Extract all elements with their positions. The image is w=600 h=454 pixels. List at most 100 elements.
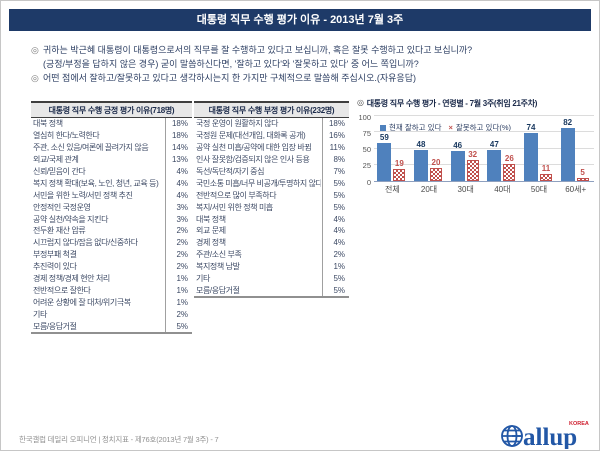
row-value: 2%: [322, 248, 349, 261]
logo-region-label: KOREA: [569, 421, 589, 427]
row-value: 1%: [165, 296, 192, 309]
gridline: [374, 115, 594, 116]
bar-value-label: 47: [489, 140, 499, 150]
table-row: 열심히 한다/노력한다 18%: [31, 129, 192, 142]
report-title: 대통령 직무 수행 평가 이유 - 2013년 7월 3주: [196, 14, 404, 26]
table-row: 국정원 문제(대선개입, 대화록 공개) 16%: [194, 129, 349, 142]
table-row: 시끄럽지 않다/잡음 없다/신중하다 2%: [31, 236, 192, 249]
row-value: 2%: [165, 236, 192, 249]
row-label: 외교 문제: [196, 226, 226, 236]
y-axis-tick-label: 25: [362, 161, 371, 171]
y-axis-tick-label: 0: [366, 177, 371, 187]
legend-cross-icon: ×: [448, 123, 453, 132]
table-row: 전두환 재산 압류 2%: [31, 225, 192, 237]
gridline: [374, 147, 594, 149]
row-label: 복지정책 남발: [196, 262, 240, 272]
bar-positive: [524, 132, 538, 181]
row-label: 기타: [196, 274, 210, 284]
negative-reasons-table: 대통령 직무 수행 부정 평가 이유(232명) 국정 운영이 원활하지 않다 1…: [194, 101, 349, 299]
row-value: 5%: [322, 201, 349, 214]
table-row: 공약 실천/약속을 지킨다 3%: [31, 213, 192, 226]
bar-value-label: 19: [394, 158, 404, 168]
table-row: 국정 운영이 원활하지 않다 18%: [194, 118, 349, 130]
legend-label-positive: 현재 잘하고 있다: [389, 123, 442, 132]
footer-note: 한국갤럽 데일리 오피니언 | 정치지표 - 제76호(2013년 7월 3주)…: [19, 435, 219, 444]
x-axis-category-label: 60세+: [565, 185, 587, 194]
y-axis-tick-label: 50: [362, 145, 371, 154]
table-row: 모름/응답거절 5%: [194, 284, 349, 297]
gridline: [374, 163, 594, 165]
globe-icon: [501, 425, 523, 447]
bar-positive: [487, 150, 502, 181]
bar-value-label: 32: [468, 150, 478, 160]
x-axis-category-label: 50대: [530, 185, 548, 194]
question-line-1: ◎ 귀하는 박근혜 대통령이 대통령으로서의 직무를 잘 수행하고 있다고 보십…: [31, 43, 571, 57]
row-label: 전두환 재산 압류: [33, 226, 86, 236]
bar-value-label: 82: [563, 117, 573, 127]
table-row: 외교/국제 관계 13%: [31, 153, 192, 166]
row-label: 서민을 위한 노력/서민 정책 추진: [33, 190, 133, 200]
x-axis-category-label: 20대: [420, 185, 438, 194]
row-value: 2%: [165, 248, 192, 261]
question-text-2: (긍정/부정을 답하지 않은 경우) 굳이 말씀하신다면, '잘하고 있다'와 …: [43, 59, 419, 69]
bar-value-label: 59: [379, 132, 389, 142]
chart-plot: 현재 잘하고 있다 × 잘못하고 있다(%) 0 25 50 75 100 59 19 48 2…: [358, 113, 594, 187]
row-label: 모름/응답거절: [33, 321, 77, 331]
bar-value-label: 74: [526, 122, 536, 132]
row-label: 신뢰/믿음이 간다: [33, 167, 86, 176]
row-value: 16%: [322, 129, 349, 142]
negative-table-title: 대통령 직무 수행 부정 평가 이유(232명): [194, 101, 349, 118]
question-text-3: 어떤 점에서 잘하고/잘못하고 있다고 생각하시는지 한 가지만 구체적으로 말…: [43, 73, 416, 83]
row-value: 8%: [322, 153, 349, 166]
question-text-1: 귀하는 박근혜 대통령이 대통령으로서의 직무를 잘 수행하고 있다고 보십니까…: [43, 45, 473, 55]
bar-positive: [450, 151, 465, 181]
table-row: 서민을 위한 노력/서민 정책 추진 4%: [31, 189, 192, 202]
row-label: 경제 정책/경제 현안 처리: [33, 274, 110, 284]
row-label: 인사 잘못함/검증되지 않은 인사 등용: [196, 155, 310, 165]
table-row: 대북 정책 18%: [31, 118, 192, 130]
row-value: 4%: [165, 189, 192, 202]
table-row: 기타 2%: [31, 308, 192, 321]
x-axis-category-label: 전체: [384, 185, 400, 194]
row-label: 국정원 문제(대선개입, 대화록 공개): [196, 131, 306, 141]
chart-title-row: ◎ 대통령 직무 수행 평가 - 연령별 - 7월 3주(취임 21주차): [357, 98, 597, 109]
table-row: 안정적인 국정운영 3%: [31, 201, 192, 214]
bar-positive: [414, 149, 428, 181]
row-value: 4%: [322, 213, 349, 226]
table-row: 어려운 상황에 잘 대처/위기극복 1%: [31, 296, 192, 309]
table-row: 신뢰/믿음이 간다 4%: [31, 165, 192, 178]
age-evaluation-chart: ◎ 대통령 직무 수행 평가 - 연령별 - 7월 3주(취임 21주차) 현재…: [357, 98, 597, 195]
row-value: 4%: [165, 177, 192, 190]
row-value: 2%: [165, 260, 192, 273]
report-title-bar: 대통령 직무 수행 평가 이유 - 2013년 7월 3주: [9, 9, 591, 31]
row-value: 5%: [322, 272, 349, 285]
table-row: 공약 실천 미흡/공약에 대한 입장 바뀜 11%: [194, 141, 349, 154]
table-row: 추진력이 있다 2%: [31, 260, 192, 273]
row-label: 전반적으로 많이 부족하다: [196, 190, 277, 200]
row-value: 5%: [322, 177, 349, 190]
row-value: 4%: [322, 236, 349, 249]
row-label: 공약 실천 미흡/공약에 대한 입장 바뀜: [196, 143, 312, 153]
table-row: 복지/서민 위한 정책 미흡 5%: [194, 201, 349, 214]
table-row: 주관, 소신 있음/여론에 끌려가지 않음 14%: [31, 141, 192, 154]
row-value: 18%: [165, 118, 192, 130]
row-value: 14%: [165, 141, 192, 154]
row-label: 추진력이 있다: [33, 262, 77, 272]
bar-negative: [503, 164, 516, 181]
table-row: 대북 정책 4%: [194, 213, 349, 226]
gallup-logo: allup KOREA: [499, 416, 589, 454]
bar-positive: [377, 142, 392, 181]
row-value: 7%: [322, 165, 349, 178]
row-label: 주관/소신 부족: [196, 250, 242, 260]
row-value: 3%: [165, 201, 192, 214]
table-row: 복지 정책 확대(보육, 노인, 청년, 교육 등) 4%: [31, 177, 192, 190]
row-value: 13%: [165, 153, 192, 166]
x-axis-category-label: 40대: [494, 185, 511, 194]
row-label: 대북 정책: [196, 214, 226, 224]
table-row: 주관/소신 부족 2%: [194, 248, 349, 261]
negative-table-rows: 국정 운영이 원활하지 않다 18% 국정원 문제(대선개입, 대화록 공개) 16%…: [194, 118, 349, 299]
bar-negative: [430, 168, 442, 181]
table-row: 인사 잘못함/검증되지 않은 인사 등용 8%: [194, 153, 349, 166]
question-line-3: ◎ 어떤 점에서 잘하고/잘못하고 있다고 생각하시는지 한 가지만 구체적으로…: [31, 71, 571, 85]
